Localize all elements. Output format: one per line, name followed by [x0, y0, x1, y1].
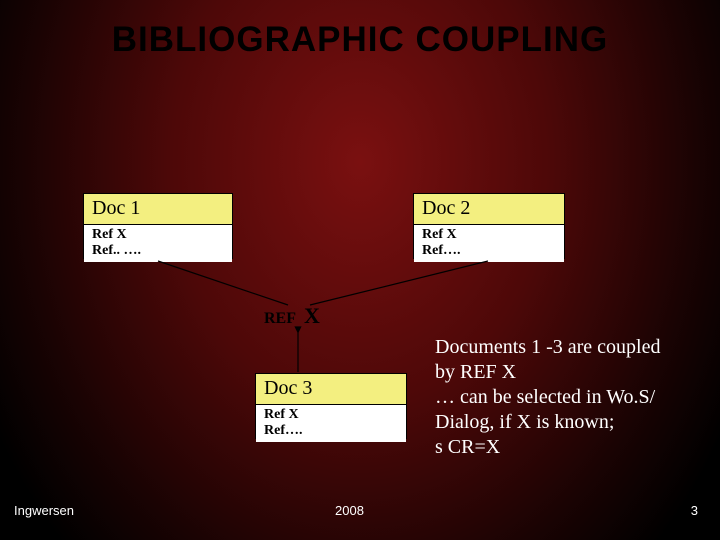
footer-author: Ingwersen [14, 503, 74, 518]
doc2-header: Doc 2 [414, 194, 564, 225]
caption-text: Documents 1 -3 are coupledby REF X… can … [435, 335, 660, 460]
caption-line: s CR=X [435, 435, 660, 460]
doc3-ref2: Ref…. [264, 423, 400, 439]
doc3-header: Doc 3 [256, 374, 406, 405]
doc1-body: Ref X Ref.. …. [84, 225, 232, 262]
doc1-header: Doc 1 [84, 194, 232, 225]
footer-year: 2008 [335, 503, 364, 518]
ref-label: REF [264, 310, 296, 327]
caption-line: Dialog, if X is known; [435, 410, 660, 435]
ref-x-label: REF X [264, 303, 320, 329]
doc2-ref2: Ref…. [422, 243, 558, 259]
doc1-ref1: Ref X [92, 227, 226, 243]
doc3-body: Ref X Ref…. [256, 405, 406, 442]
ref-x: X [304, 303, 320, 328]
slide-title: BIBLIOGRAPHIC COUPLING [0, 20, 720, 60]
caption-line: Documents 1 -3 are coupled [435, 335, 660, 360]
footer-page: 3 [691, 503, 698, 518]
doc2-body: Ref X Ref…. [414, 225, 564, 262]
doc2-box: Doc 2 Ref X Ref…. [413, 193, 565, 259]
doc2-ref1: Ref X [422, 227, 558, 243]
doc1-ref2: Ref.. …. [92, 243, 226, 259]
doc3-ref1: Ref X [264, 407, 400, 423]
doc3-box: Doc 3 Ref X Ref…. [255, 373, 407, 439]
caption-line: … can be selected in Wo.S/ [435, 385, 660, 410]
caption-line: by REF X [435, 360, 660, 385]
doc1-box: Doc 1 Ref X Ref.. …. [83, 193, 233, 259]
